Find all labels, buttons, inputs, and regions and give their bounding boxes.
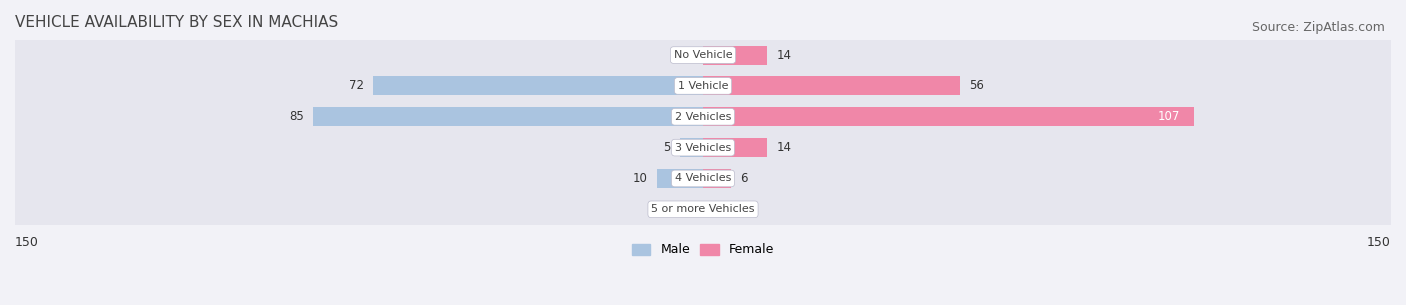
Bar — [703, 76, 960, 95]
Text: 10: 10 — [633, 172, 648, 185]
Text: Source: ZipAtlas.com: Source: ZipAtlas.com — [1251, 21, 1385, 34]
Text: 0: 0 — [686, 48, 693, 62]
Bar — [703, 169, 731, 188]
Bar — [15, 163, 1391, 194]
Text: No Vehicle: No Vehicle — [673, 50, 733, 60]
Text: 5 or more Vehicles: 5 or more Vehicles — [651, 204, 755, 214]
Bar — [703, 107, 1194, 126]
Text: 0: 0 — [713, 203, 720, 216]
Bar — [703, 138, 768, 157]
Text: 85: 85 — [290, 110, 304, 123]
Text: 5: 5 — [664, 141, 671, 154]
Text: 3 Vehicles: 3 Vehicles — [675, 143, 731, 152]
Text: 6: 6 — [740, 172, 747, 185]
Bar — [681, 138, 703, 157]
Bar — [15, 70, 1391, 101]
Bar — [15, 194, 1391, 225]
Text: 2 Vehicles: 2 Vehicles — [675, 112, 731, 122]
Text: 4 Vehicles: 4 Vehicles — [675, 174, 731, 184]
Text: 56: 56 — [969, 79, 984, 92]
Bar — [703, 45, 768, 65]
Bar — [15, 132, 1391, 163]
Text: 72: 72 — [349, 79, 364, 92]
Text: 107: 107 — [1157, 110, 1180, 123]
Text: 14: 14 — [776, 141, 792, 154]
Bar — [314, 107, 703, 126]
Text: 0: 0 — [686, 203, 693, 216]
Text: 14: 14 — [776, 48, 792, 62]
Bar — [373, 76, 703, 95]
Text: VEHICLE AVAILABILITY BY SEX IN MACHIAS: VEHICLE AVAILABILITY BY SEX IN MACHIAS — [15, 15, 339, 30]
Text: 1 Vehicle: 1 Vehicle — [678, 81, 728, 91]
Legend: Male, Female: Male, Female — [627, 239, 779, 261]
Bar — [15, 101, 1391, 132]
Text: 150: 150 — [1367, 235, 1391, 249]
Text: 150: 150 — [15, 235, 39, 249]
Bar — [15, 40, 1391, 70]
Bar — [657, 169, 703, 188]
